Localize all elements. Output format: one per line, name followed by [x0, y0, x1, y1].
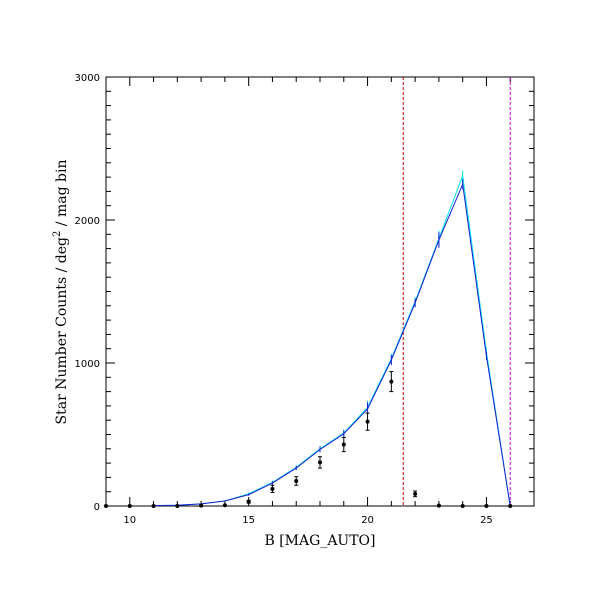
series-line-2 [153, 182, 511, 507]
y-axis-title-superscript: 2 [52, 231, 63, 237]
data-point [460, 504, 465, 508]
data-point [318, 460, 322, 465]
y-axis-title-prefix: Star Number Counts / deg [54, 237, 70, 424]
y-tick-label: 0 [94, 502, 100, 513]
data-point [199, 503, 204, 508]
data-point [151, 504, 156, 508]
data-point [341, 442, 346, 447]
data-point [270, 486, 275, 491]
data-point [436, 503, 441, 508]
data-point [104, 504, 108, 508]
y-axis-title-suffix: / mag bin [54, 160, 70, 231]
data-point [365, 419, 370, 424]
x-tick-label: 15 [242, 515, 255, 526]
data-point [127, 504, 132, 508]
data-point [508, 504, 513, 508]
data-point [413, 491, 418, 496]
y-tick-label: 1000 [75, 359, 100, 370]
x-tick-label: 20 [361, 515, 374, 526]
data-point [484, 504, 489, 508]
plot-layer: 10 15 20 25 0 1000 2000 3000 [75, 73, 535, 526]
data-point [246, 499, 251, 504]
x-tick-label: 25 [480, 515, 493, 526]
x-tick-label: 10 [123, 515, 136, 526]
data-point [294, 478, 299, 483]
x-axis-title: B [MAG_AUTO] [264, 533, 375, 549]
y-tick-label: 2000 [75, 216, 100, 227]
y-tick-label: 3000 [75, 73, 100, 84]
y-axis-title: Star Number Counts / deg2 / mag bin [52, 160, 70, 425]
data-point [389, 379, 394, 384]
data-point [222, 503, 227, 508]
data-point [175, 504, 180, 508]
